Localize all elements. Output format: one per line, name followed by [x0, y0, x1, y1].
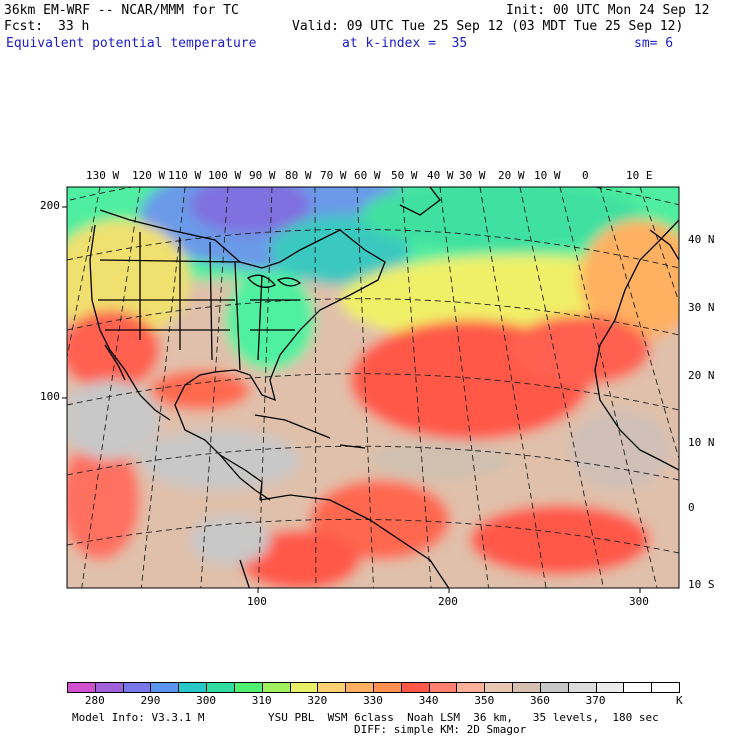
- level-label: at k-index = 35: [342, 36, 468, 51]
- longitude-label: 120 W: [132, 169, 166, 182]
- colorbar-swatch: [623, 682, 653, 693]
- colorbar-swatch: [484, 682, 514, 693]
- forecast-hour: 33 h: [58, 19, 90, 34]
- longitude-label: 70 W: [320, 169, 347, 182]
- model-info: Model Info: V3.3.1 M: [72, 711, 205, 724]
- longitude-label: 30 W: [459, 169, 486, 182]
- latitude-label: 20 N: [688, 369, 715, 382]
- colorbar-label: 290: [140, 694, 161, 707]
- physics-info: YSU PBL WSM 6class Noah LSM 36 km, 35 le…: [268, 711, 659, 724]
- longitude-label: 110 W: [168, 169, 202, 182]
- colorbar-swatch: [567, 682, 597, 693]
- colorbar-swatch: [595, 682, 625, 693]
- grid-x-label: 300: [629, 595, 649, 608]
- colorbar-swatch: [373, 682, 402, 693]
- longitude-label: 60 W: [354, 169, 381, 182]
- latitude-label: 30 N: [688, 301, 715, 314]
- colorbar-label: 320: [307, 694, 328, 707]
- colorbar-label: 360: [529, 694, 550, 707]
- colorbar-swatch: [94, 682, 124, 693]
- colorbar-swatch: [122, 682, 152, 693]
- colorbar-swatch: [428, 682, 458, 693]
- colorbar-label: 370: [585, 694, 606, 707]
- latitude-label: 40 N: [688, 233, 715, 246]
- smoothing-label: sm= 6: [634, 36, 674, 51]
- colorbar-swatch: [345, 682, 374, 693]
- colorbar-swatch: [317, 682, 347, 693]
- colorbar-swatch: [261, 682, 291, 693]
- longitude-label: 10 W: [534, 169, 561, 182]
- longitude-label: 20 W: [498, 169, 525, 182]
- colorbar-swatch: [289, 682, 319, 693]
- latitude-label: 10 N: [688, 436, 715, 449]
- valid-time: Valid: 09 UTC Tue 25 Sep 12 (03 MDT Tue …: [292, 19, 684, 34]
- forecast-label: Fcst:: [4, 19, 44, 34]
- grid-y-label: 200: [40, 199, 60, 212]
- grid-x-label: 200: [438, 595, 458, 608]
- colorbar-label: 350: [474, 694, 495, 707]
- colorbar-swatch: [512, 682, 541, 693]
- colorbar-swatch: [400, 682, 430, 693]
- colorbar-label: 340: [418, 694, 439, 707]
- longitude-label: 130 W: [86, 169, 120, 182]
- colorbar-swatch: [233, 682, 263, 693]
- colorbar-label: 280: [84, 694, 105, 707]
- colorbar-swatch: [651, 682, 680, 693]
- colorbar-swatch: [178, 682, 208, 693]
- longitude-label: 10 E: [626, 169, 653, 182]
- grid-x-label: 100: [247, 595, 267, 608]
- longitude-label: 100 W: [208, 169, 242, 182]
- colorbar-swatch: [67, 682, 96, 693]
- longitude-label: 50 W: [391, 169, 418, 182]
- grid-y-label: 100: [40, 390, 60, 403]
- field-name: Equivalent potential temperature: [6, 36, 257, 51]
- latitude-label: 10 S: [688, 578, 715, 591]
- colorbar-label: 310: [251, 694, 272, 707]
- colorbar-swatch: [456, 682, 486, 693]
- model-title: 36km EM-WRF -- NCAR/MMM for TC: [4, 3, 239, 18]
- colorbar-unit: K: [676, 694, 683, 707]
- colorbar-swatch: [206, 682, 235, 693]
- longitude-label: 40 W: [427, 169, 454, 182]
- longitude-label: 90 W: [249, 169, 276, 182]
- longitude-label: 0: [582, 169, 589, 182]
- colorbar-label: 330: [363, 694, 383, 707]
- colorbar-swatch: [150, 682, 180, 693]
- colorbar-swatch: [539, 682, 569, 693]
- init-time: Init: 00 UTC Mon 24 Sep 12: [506, 3, 710, 18]
- longitude-label: 80 W: [285, 169, 312, 182]
- diffusion-info: DIFF: simple KM: 2D Smagor: [354, 723, 527, 736]
- colorbar-label: 300: [196, 694, 217, 707]
- latitude-label: 0: [688, 501, 695, 514]
